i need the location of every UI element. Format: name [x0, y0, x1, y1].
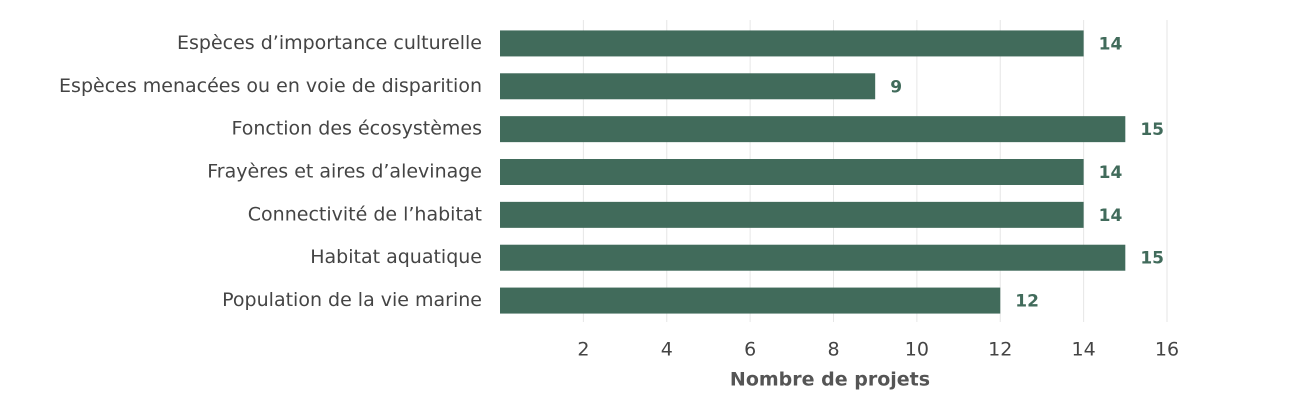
x-tick-label: 6 [744, 339, 756, 361]
x-tick-label: 8 [827, 339, 839, 361]
y-tick-label: Fonction des écosystèmes [231, 118, 482, 140]
x-tick-label: 10 [905, 339, 929, 361]
value-label: 14 [1099, 163, 1123, 183]
y-tick-label: Espèces menacées ou en voie de dispariti… [59, 75, 482, 97]
bar [500, 244, 1126, 271]
y-tick-label: Habitat aquatique [310, 246, 482, 268]
value-label: 9 [890, 77, 902, 97]
bar [500, 30, 1084, 57]
value-label: 14 [1099, 206, 1123, 226]
value-label: 15 [1140, 249, 1164, 269]
x-tick-label: 12 [988, 339, 1012, 361]
y-tick-label: Frayères et aires d’alevinage [207, 161, 482, 183]
value-label: 12 [1015, 292, 1039, 312]
x-axis-title: Nombre de projets [730, 369, 930, 391]
y-tick-label: Population de la vie marine [222, 289, 482, 311]
bar [500, 287, 1001, 314]
value-label: 15 [1140, 120, 1164, 140]
bar [500, 201, 1084, 228]
y-tick-label: Espèces d’importance culturelle [177, 32, 482, 54]
x-tick-label: 16 [1155, 339, 1179, 361]
x-tick-label: 4 [661, 339, 673, 361]
value-label: 14 [1099, 34, 1123, 54]
x-tick-label: 2 [577, 339, 589, 361]
x-tick-label: 14 [1072, 339, 1096, 361]
bar [500, 159, 1084, 185]
y-tick-label: Connectivité de l’habitat [248, 203, 482, 225]
bar [500, 73, 876, 100]
bar [500, 116, 1126, 143]
